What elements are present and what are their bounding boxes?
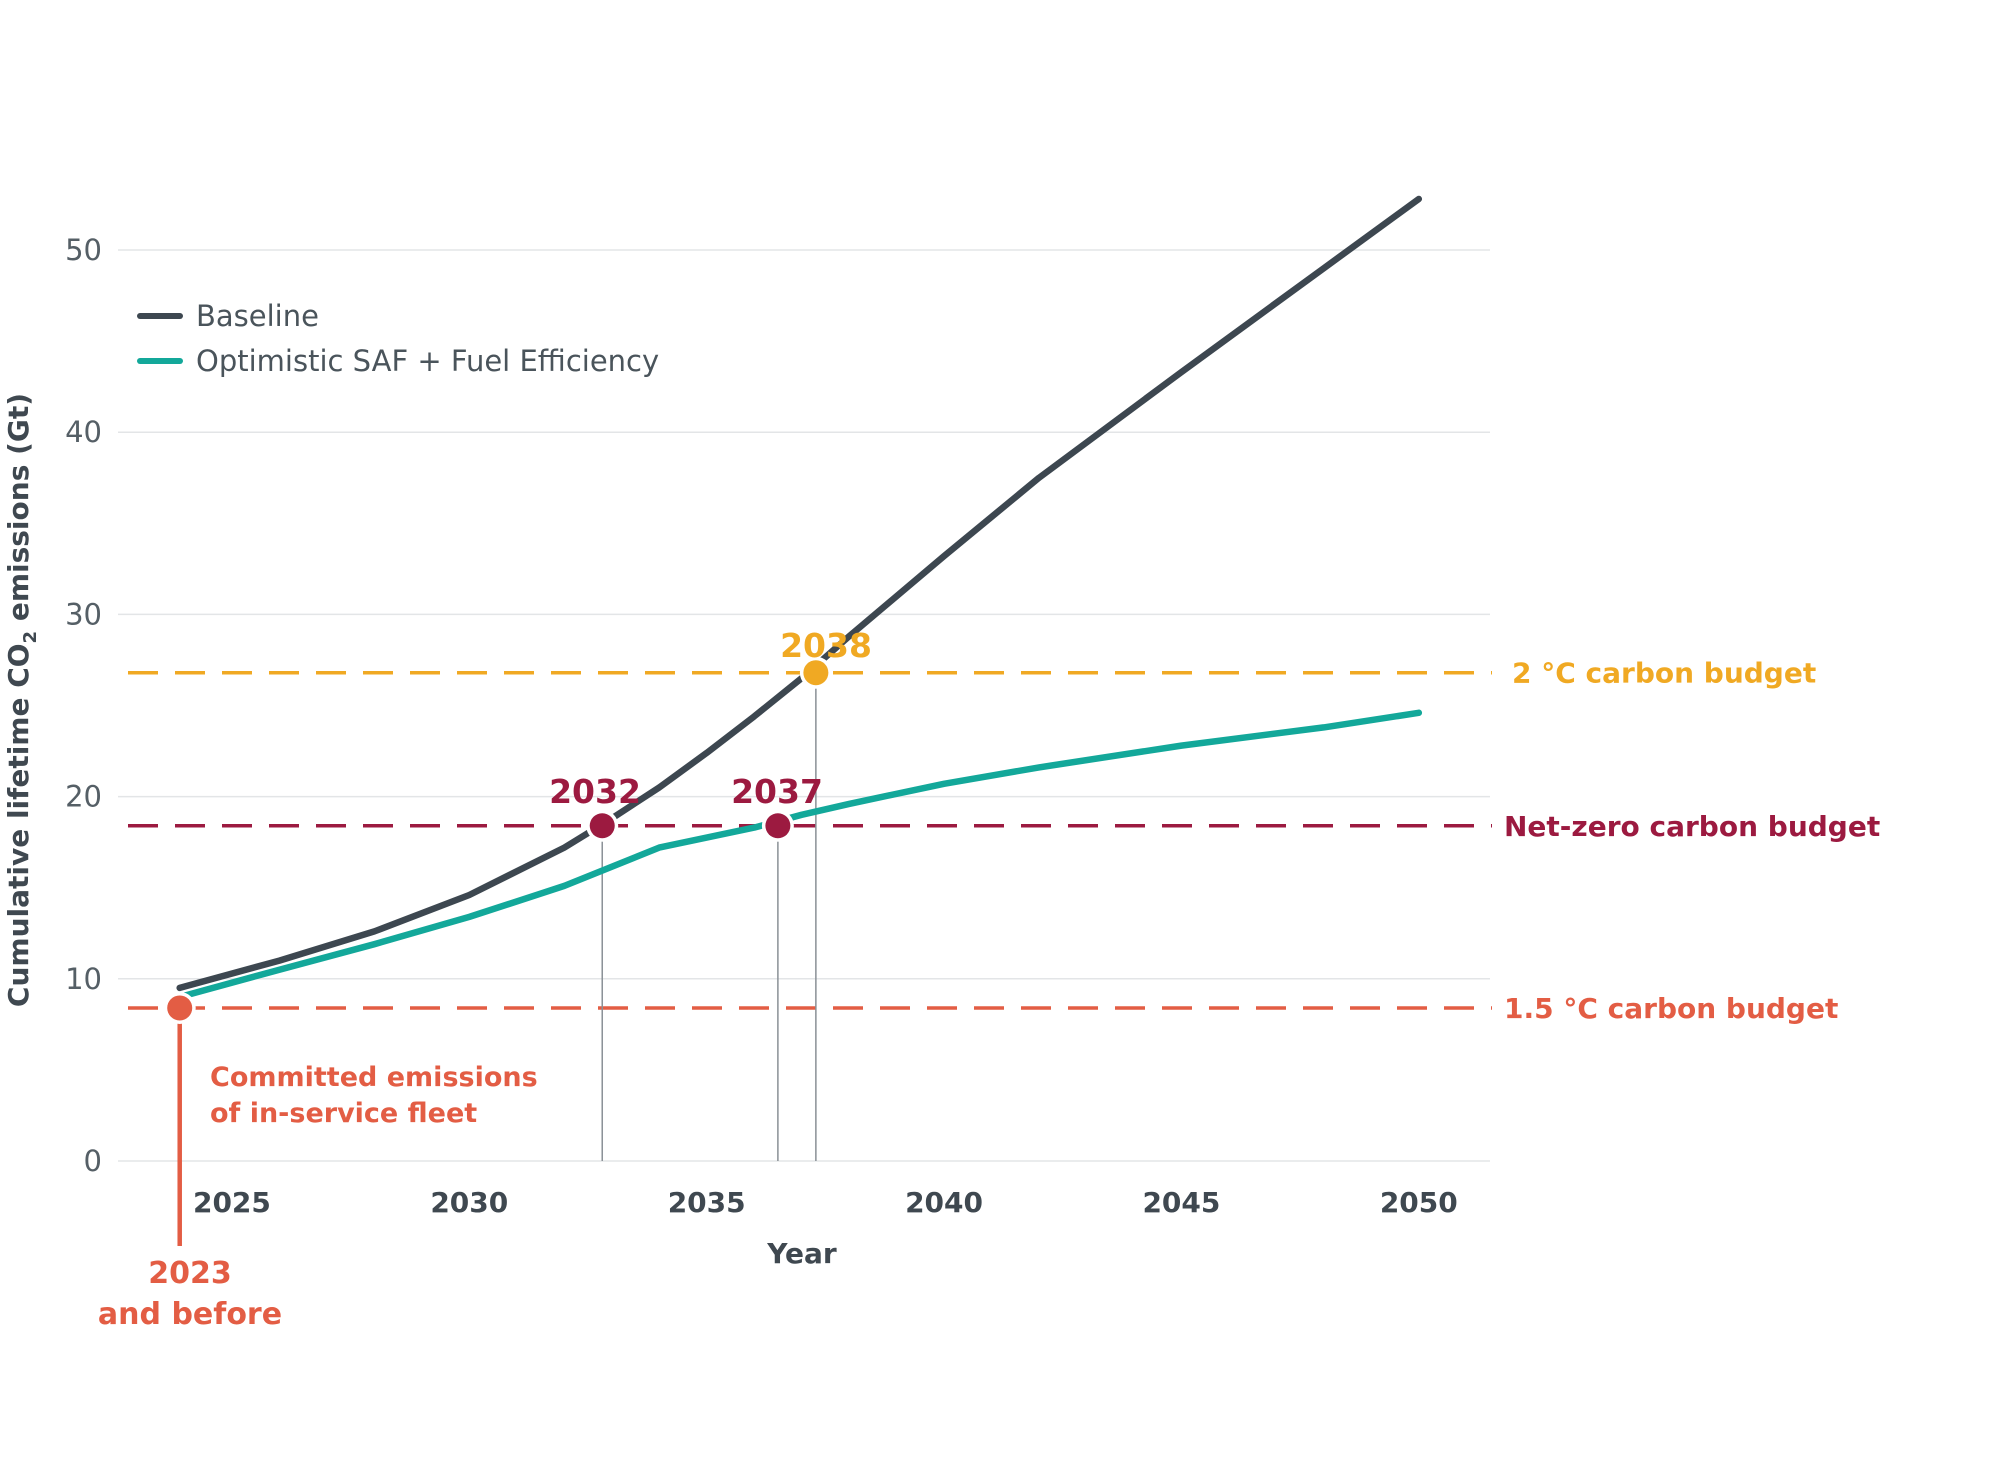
- y-axis-title-tail: emissions (Gt): [2, 393, 35, 631]
- y-tick-label: 30: [65, 597, 102, 631]
- x-axis-title: Year: [766, 1237, 837, 1270]
- crossing-year-label: 2038: [780, 626, 872, 665]
- crossing-marker: [803, 660, 829, 686]
- y-axis-title-subscript: 2: [20, 631, 41, 644]
- committed-emissions-label: Committed emissions: [210, 1062, 538, 1093]
- y-tick-label: 10: [65, 962, 102, 996]
- x-tick-label: 2045: [1142, 1186, 1220, 1219]
- x-tick-label: 2030: [430, 1186, 508, 1219]
- y-tick-label: 50: [65, 233, 102, 267]
- legend-label: Optimistic SAF + Fuel Efficiency: [196, 344, 659, 378]
- budget-label: Net-zero carbon budget: [1504, 810, 1880, 843]
- y-axis-title: Cumulative lifetime CO2 emissions (Gt): [2, 393, 41, 1007]
- budget-label: 2 °C carbon budget: [1512, 657, 1816, 690]
- y-tick-label: 0: [84, 1144, 102, 1178]
- y-tick-label: 40: [65, 415, 102, 449]
- x-tick-label: 2040: [905, 1186, 983, 1219]
- crossing-marker: [589, 813, 615, 839]
- y-axis-title-main: Cumulative lifetime CO: [2, 643, 35, 1007]
- series-line: [176, 195, 1423, 992]
- crossing-year-label: 2032: [549, 772, 641, 811]
- budget-label: 1.5 °C carbon budget: [1504, 992, 1838, 1025]
- crossing-year-label: 2037: [731, 772, 823, 811]
- start-year-label: 2023: [148, 1256, 232, 1291]
- y-tick-label: 20: [65, 780, 102, 814]
- legend-label: Baseline: [196, 299, 319, 333]
- series-line: [176, 709, 1423, 1001]
- crossing-marker: [167, 995, 193, 1021]
- x-tick-label: 2035: [668, 1186, 746, 1219]
- x-tick-label: 2025: [193, 1186, 271, 1219]
- committed-emissions-label: of in-service fleet: [210, 1098, 477, 1129]
- start-year-label: and before: [98, 1297, 282, 1332]
- crossing-marker: [765, 813, 791, 839]
- x-tick-label: 2050: [1380, 1186, 1458, 1219]
